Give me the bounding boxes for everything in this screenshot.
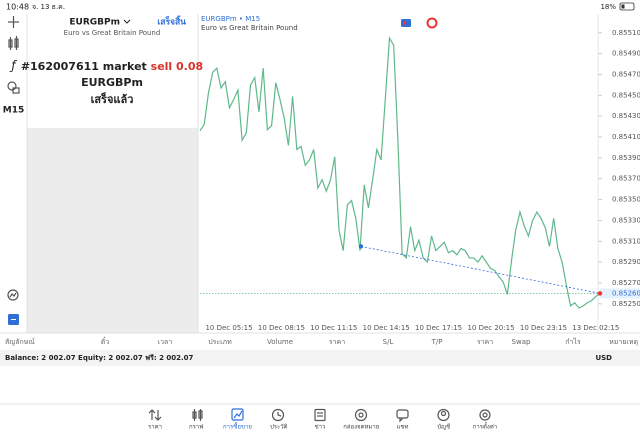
y-tick-label: 0.85370 xyxy=(612,175,640,183)
column-header: เวลา xyxy=(158,338,173,346)
column-header: Volume xyxy=(267,338,293,346)
tab-label[interactable]: การตั้งค่า xyxy=(473,421,497,431)
y-tick-label: 0.85490 xyxy=(612,50,640,58)
tab-label[interactable]: กล่องจดหมาย xyxy=(343,424,379,431)
y-tick-label: 0.85430 xyxy=(612,112,640,120)
x-tick-label: 13 Dec 02:15 xyxy=(572,324,619,332)
x-tick-label: 10 Dec 11:15 xyxy=(310,324,357,332)
y-tick-label: 0.85450 xyxy=(612,91,640,99)
x-tick-label: 10 Dec 17:15 xyxy=(415,324,462,332)
tab-label[interactable]: บัญชี xyxy=(437,423,450,431)
order-id: #162007611 market xyxy=(21,60,147,73)
account-icon[interactable] xyxy=(437,408,450,422)
battery-icon xyxy=(619,2,635,11)
x-tick-label: 10 Dec 14:15 xyxy=(363,324,410,332)
price-line xyxy=(199,35,601,309)
battery-level xyxy=(621,4,625,9)
column-header: กำไร xyxy=(565,337,581,346)
trade-close xyxy=(597,291,603,296)
y-tick-label: 0.85390 xyxy=(612,154,640,162)
account-summary: Balance: 2 002.07 Equity: 2 002.07 ฟรี: … xyxy=(5,354,194,362)
column-header: S/L xyxy=(383,338,394,346)
y-tick-label: 0.85410 xyxy=(612,133,640,141)
status-date: จ. 13 ธ.ค. xyxy=(32,3,65,11)
column-header: สัญลักษณ์ xyxy=(5,338,35,346)
trade-open xyxy=(358,244,364,249)
tab-label[interactable]: แชท xyxy=(397,424,409,431)
symbol-dropdown[interactable] xyxy=(123,19,131,24)
tab-icons xyxy=(148,408,491,423)
y-tick-label: 0.85290 xyxy=(612,258,640,266)
status-battery: 18% xyxy=(600,3,616,11)
column-header: ราคา xyxy=(329,338,345,346)
column-header: T/P xyxy=(431,338,443,346)
column-header: Swap xyxy=(512,338,531,346)
panel-symbol[interactable]: EURGBPm xyxy=(69,18,120,28)
y-tick-label: 0.85330 xyxy=(612,216,640,224)
last-price-box xyxy=(600,288,640,299)
crosshair-tool[interactable] xyxy=(8,16,19,28)
column-header: หมายเหตุ xyxy=(609,338,638,346)
account-currency: USD xyxy=(595,354,612,362)
order-status: เสร็จแล้ว xyxy=(91,92,134,106)
y-tick-label: 0.85270 xyxy=(612,279,640,287)
tab-label[interactable]: ข่าว xyxy=(315,424,326,431)
function-tool[interactable]: ƒ xyxy=(9,59,17,73)
indicator-tool[interactable] xyxy=(8,36,19,50)
done-button[interactable]: เสร็จสิ้น xyxy=(157,15,186,28)
tab-label[interactable]: ประวัติ xyxy=(270,424,288,431)
status-time: 10:48 xyxy=(6,3,29,12)
order-line: #162007611 market sell 0.08 xyxy=(21,60,203,73)
mailbox-icon[interactable] xyxy=(354,408,368,422)
history-icon[interactable] xyxy=(271,408,285,422)
order-symbol: EURGBPm xyxy=(81,76,143,89)
x-tick-label: 10 Dec 20:15 xyxy=(467,324,514,332)
tab-label[interactable]: การซื้อขาย xyxy=(223,421,252,431)
y-tick-label: 0.85250 xyxy=(612,300,640,308)
trade-icon[interactable] xyxy=(231,408,244,421)
chart-icon[interactable] xyxy=(192,409,203,421)
y-tick-label: 0.85350 xyxy=(612,196,640,204)
panel-description: Euro vs Great Britain Pound xyxy=(64,29,161,37)
trade-line xyxy=(360,246,601,294)
x-tick-label: 10 Dec 23:15 xyxy=(520,324,567,332)
timeframe[interactable]: M15 xyxy=(3,106,24,116)
signal-icon[interactable] xyxy=(426,17,438,29)
objects-tool[interactable] xyxy=(7,81,20,94)
news-icon[interactable] xyxy=(314,408,326,422)
balance-bar xyxy=(0,350,640,366)
chart-title: EURGBPm • M15 xyxy=(201,15,260,23)
x-tick-label: 10 Dec 08:15 xyxy=(258,324,305,332)
order-side: sell 0.08 xyxy=(151,60,204,73)
zoom-tool[interactable] xyxy=(7,289,19,301)
settings-icon[interactable] xyxy=(479,409,491,421)
column-header: ราคา xyxy=(477,338,493,346)
last-price-label: 0.85260 xyxy=(612,289,640,297)
panel-empty xyxy=(27,128,198,333)
y-tick-label: 0.85310 xyxy=(612,237,640,245)
x-tick-label: 10 Dec 05:15 xyxy=(205,324,252,332)
one-click-icon-part xyxy=(403,21,406,25)
tab-label[interactable]: ราคา xyxy=(148,424,162,431)
column-header: ประเภท xyxy=(208,338,232,346)
y-tick-label: 0.85510 xyxy=(612,29,640,37)
tab-label[interactable]: กราฟ xyxy=(189,424,203,431)
y-tick-label: 0.85470 xyxy=(612,70,640,78)
chart-subtitle: Euro vs Great Britain Pound xyxy=(201,24,298,32)
column-header: ตั๋ว xyxy=(101,337,110,346)
chat-icon[interactable] xyxy=(396,409,409,423)
quotes-icon[interactable] xyxy=(148,409,162,421)
